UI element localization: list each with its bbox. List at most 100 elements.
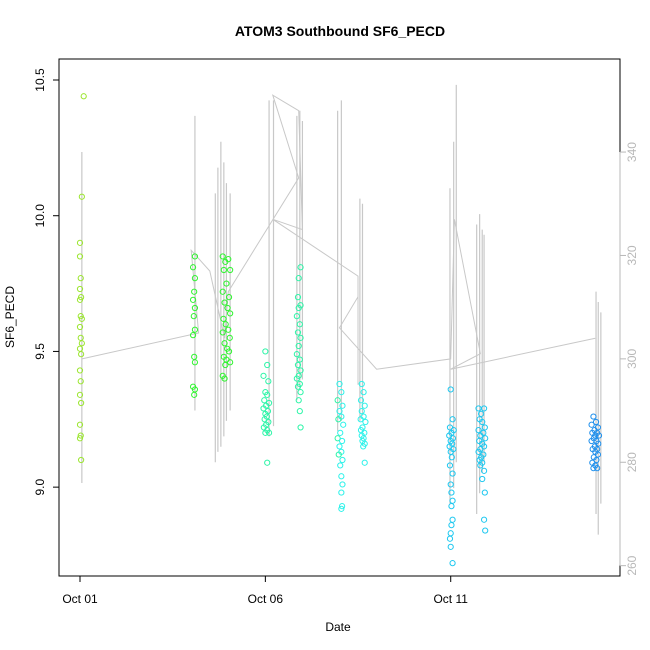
data-point xyxy=(595,432,603,439)
data-point xyxy=(261,397,268,404)
data-point xyxy=(221,375,228,382)
data-point xyxy=(335,416,342,423)
data-point xyxy=(480,467,488,474)
y2-tick-label: 300 xyxy=(625,349,639,369)
data-point xyxy=(77,275,84,282)
data-point xyxy=(264,459,271,466)
data-point xyxy=(220,315,227,322)
data-point xyxy=(76,391,84,398)
data-point xyxy=(449,497,456,504)
data-point xyxy=(80,93,87,100)
y2-tick-label: 280 xyxy=(625,452,639,472)
data-point xyxy=(294,383,302,390)
data-point xyxy=(265,429,273,436)
data-point xyxy=(76,285,84,293)
data-point xyxy=(293,313,300,320)
data-point xyxy=(477,462,484,469)
data-point xyxy=(227,359,234,366)
data-point xyxy=(76,239,84,246)
data-point xyxy=(338,389,345,396)
y-axis-label: SF6_PECD xyxy=(3,286,17,348)
data-point xyxy=(447,543,454,550)
data-point xyxy=(296,321,303,328)
data-point xyxy=(594,465,601,472)
data-point xyxy=(294,329,302,336)
data-point xyxy=(480,405,488,412)
data-point xyxy=(191,326,199,333)
data-point xyxy=(447,530,454,537)
data-point xyxy=(76,323,84,331)
data-point xyxy=(475,427,482,434)
data-point xyxy=(222,361,229,369)
y-tick-label: 9.5 xyxy=(33,343,47,360)
data-point xyxy=(78,456,85,464)
data-point xyxy=(260,405,267,412)
data-point xyxy=(362,418,369,426)
data-point xyxy=(337,462,344,469)
data-point xyxy=(592,418,600,426)
data-point xyxy=(219,329,226,336)
data-point xyxy=(336,380,343,388)
data-point xyxy=(189,296,197,303)
data-point xyxy=(189,264,197,271)
data-point xyxy=(264,361,271,369)
y2-tick-label: 260 xyxy=(625,555,639,575)
data-point xyxy=(336,443,343,450)
data-point xyxy=(357,416,364,423)
data-point xyxy=(293,351,300,358)
data-point xyxy=(588,437,595,445)
x-tick-label: Oct 01 xyxy=(62,592,98,606)
data-point xyxy=(78,399,85,407)
right-axis-line xyxy=(81,94,596,385)
data-point xyxy=(265,378,272,385)
data-point xyxy=(222,321,229,328)
data-point xyxy=(264,391,271,398)
data-point xyxy=(76,435,84,442)
data-point xyxy=(338,473,345,480)
data-point xyxy=(224,304,231,312)
data-point xyxy=(76,367,84,374)
data-point xyxy=(293,375,300,382)
data-point xyxy=(446,535,454,542)
data-point xyxy=(219,253,226,260)
data-point xyxy=(225,326,232,333)
data-point xyxy=(77,432,84,439)
data-point xyxy=(295,397,302,404)
data-point xyxy=(334,435,341,442)
data-point xyxy=(358,380,365,388)
data-point xyxy=(336,408,343,415)
data-point xyxy=(448,489,455,496)
data-point xyxy=(296,408,303,415)
data-point xyxy=(361,402,368,409)
y-tick-label: 10.0 xyxy=(33,204,47,228)
data-point xyxy=(221,340,228,347)
data-point xyxy=(78,351,85,358)
data-point xyxy=(340,421,347,428)
data-point xyxy=(339,481,346,488)
points-layer xyxy=(76,93,603,567)
y-tick-label: 10.5 xyxy=(33,68,47,92)
chart-title: ATOM3 Southbound SF6_PECD xyxy=(235,23,445,39)
data-point xyxy=(225,348,233,355)
axes-layer: Oct 01 Oct 06 Oct 11 9.0 9.5 10.0 10.5 260 280 30… xyxy=(33,68,639,606)
x-tick-label: Oct 11 xyxy=(433,592,468,606)
data-point xyxy=(338,437,346,445)
data-point xyxy=(481,424,488,431)
data-point xyxy=(296,356,303,363)
data-point xyxy=(482,527,489,534)
data-point xyxy=(77,378,84,385)
data-point xyxy=(448,454,455,461)
data-point xyxy=(260,372,267,379)
data-point xyxy=(334,397,341,404)
data-point xyxy=(223,280,230,287)
data-point xyxy=(360,389,367,396)
data-point xyxy=(227,266,234,274)
x-axis-label: Date xyxy=(325,620,351,634)
data-point xyxy=(297,367,304,374)
data-point xyxy=(78,315,85,322)
data-point xyxy=(77,334,84,341)
data-point xyxy=(338,503,346,510)
data-point xyxy=(295,342,302,350)
y-tick-label: 9.0 xyxy=(33,478,47,495)
data-point xyxy=(226,334,233,341)
